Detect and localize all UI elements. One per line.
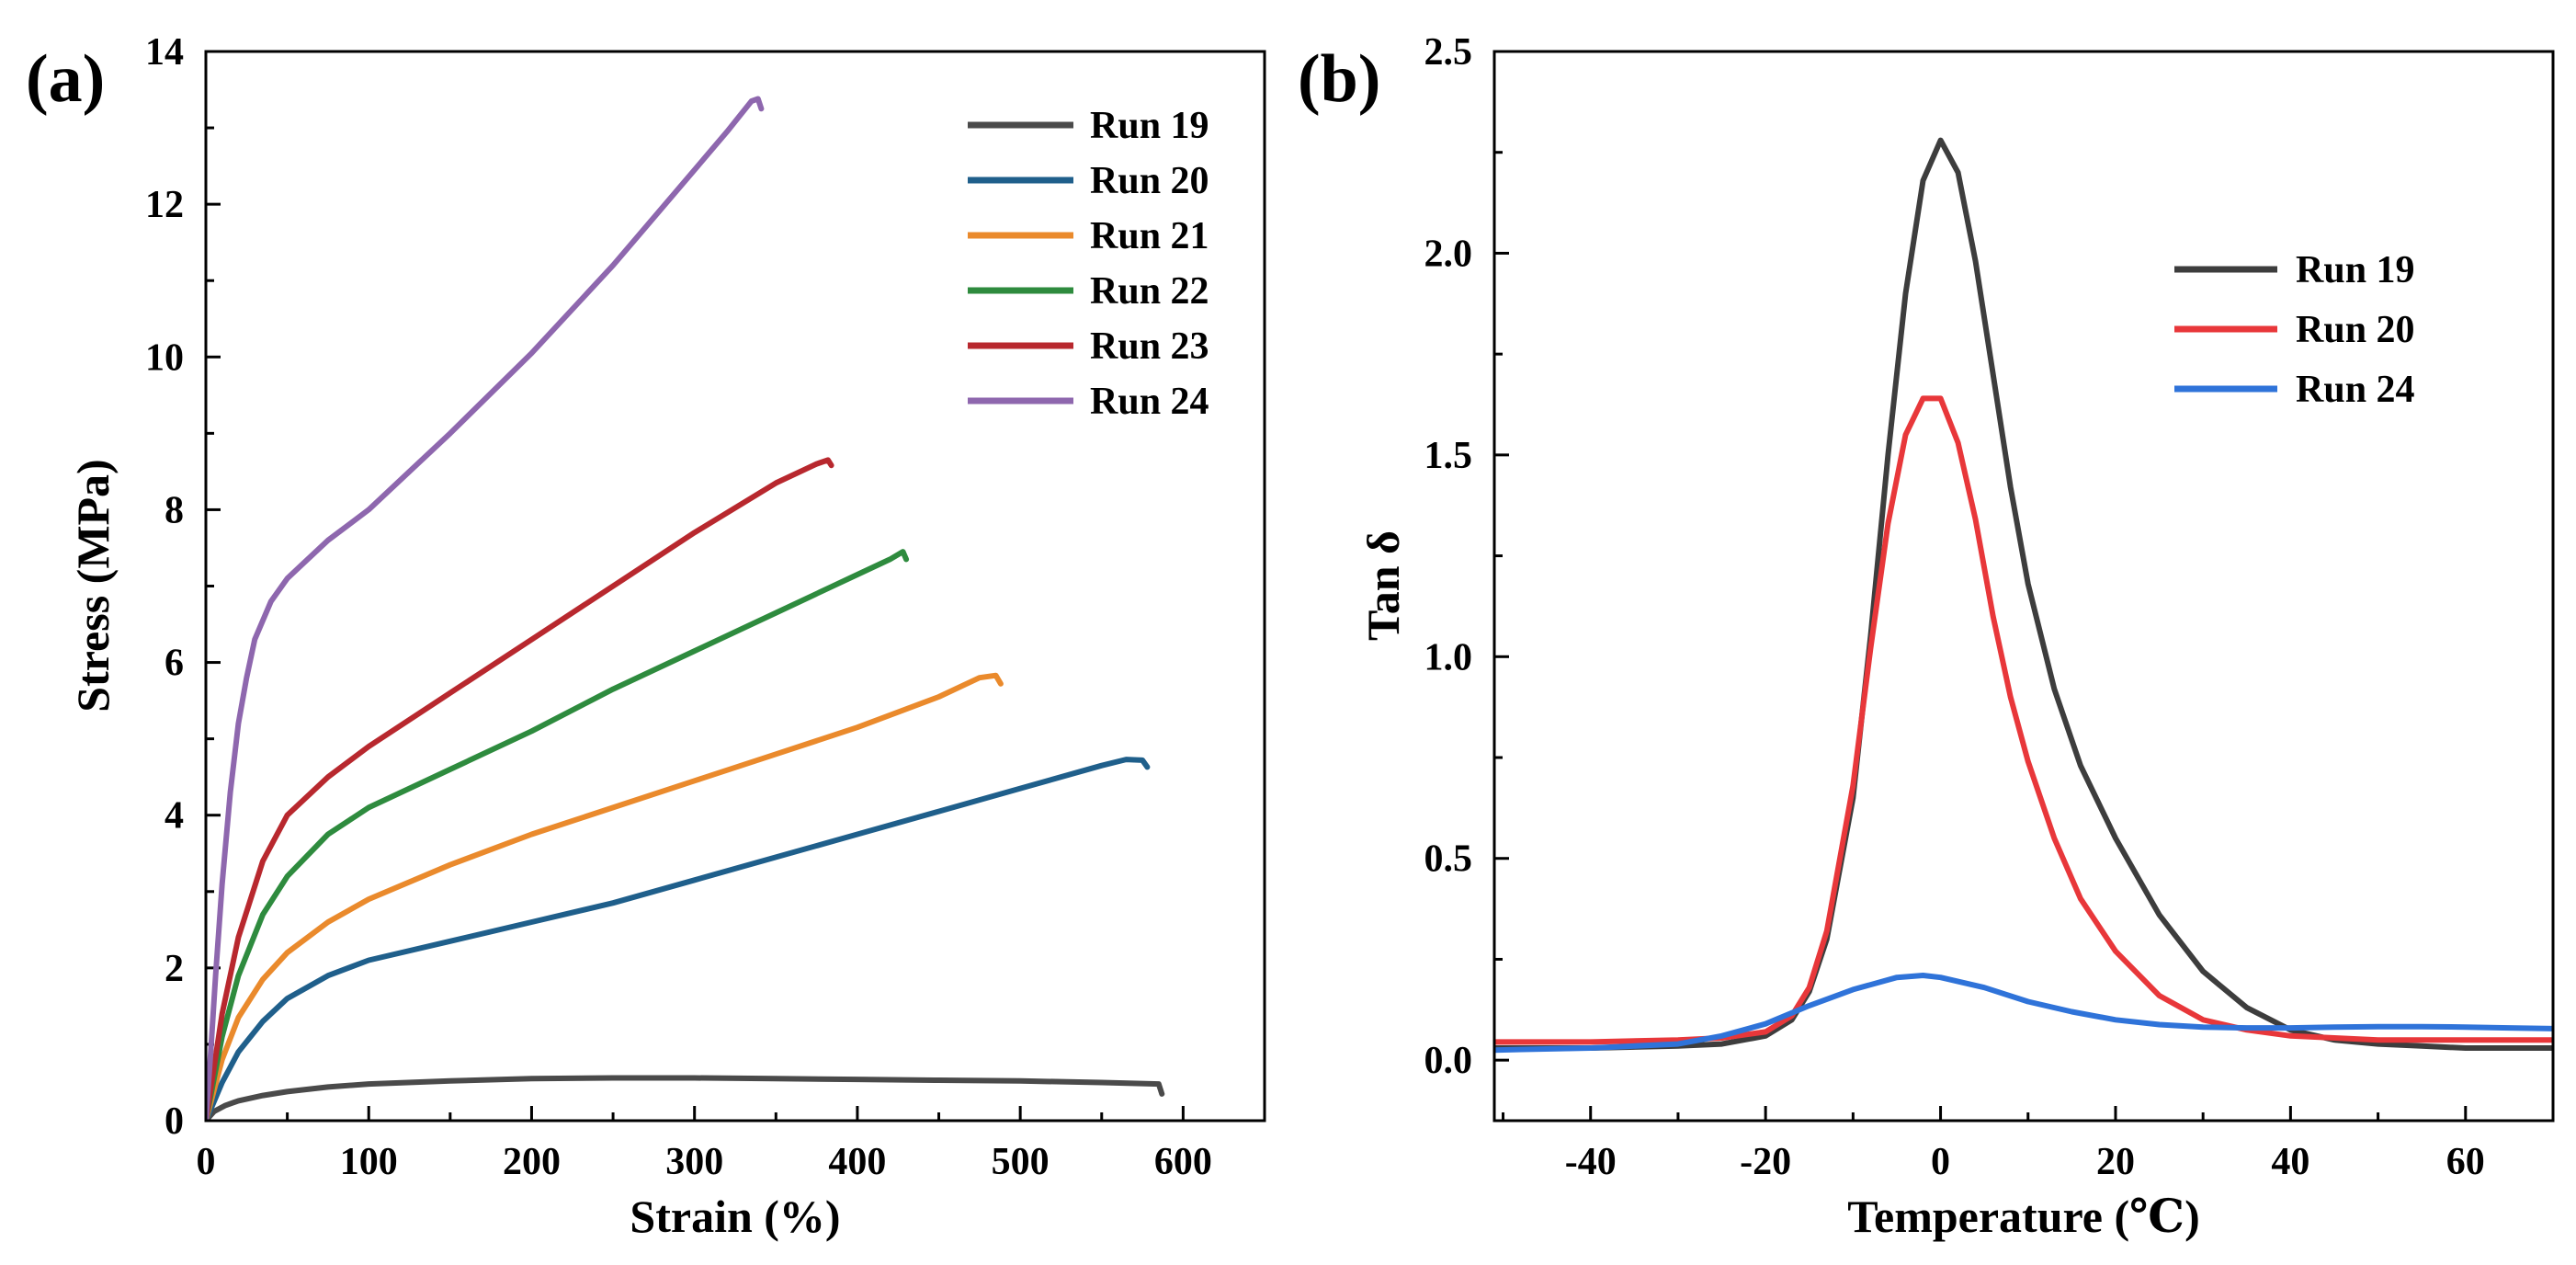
x-tick-label: 100 [340, 1141, 398, 1183]
series-line-run-19 [206, 1075, 1165, 1121]
y-tick-label: 2.5 [1424, 31, 1473, 74]
y-tick-label: 2.0 [1424, 233, 1473, 275]
y-tick-label: 8 [165, 489, 184, 531]
series-line-run-21 [206, 672, 1004, 1121]
x-tick-label: 20 [2096, 1141, 2135, 1183]
x-axis-title: Strain (%) [630, 1191, 840, 1242]
legend-label: Run 19 [1090, 105, 1209, 147]
legend-label: Run 20 [2296, 309, 2415, 351]
series-line-run-20 [206, 757, 1151, 1121]
y-tick-label: 4 [165, 795, 184, 838]
legend-label: Run 21 [1090, 215, 1209, 257]
plot-frame [1492, 50, 2555, 1123]
x-tick-label: 300 [665, 1141, 723, 1183]
legend-label: Run 24 [1090, 381, 1209, 423]
series-line-run-22 [206, 549, 910, 1121]
legend-label: Run 24 [2296, 369, 2415, 411]
legend-label: Run 23 [1090, 325, 1209, 368]
y-tick-label: 2 [165, 948, 184, 990]
legend-label: Run 19 [2296, 249, 2415, 291]
y-axis-title: Tan δ [1357, 530, 1409, 641]
y-tick-label: 12 [145, 184, 184, 226]
panel-label: (b) [1298, 41, 1380, 117]
panel-a: 0 100 200 300 400 500 600 0 2 4 6 8 10 12 14 Run 19 Run … [26, 31, 1266, 1242]
y-axis-title: Stress (MPa) [67, 459, 119, 712]
x-tick-label: 0 [1931, 1141, 1950, 1183]
x-tick-label: 600 [1154, 1141, 1212, 1183]
x-tick-label: 60 [2446, 1141, 2485, 1183]
y-tick-label: 1.0 [1424, 636, 1473, 678]
x-tick-label: 500 [992, 1141, 1050, 1183]
x-tick-label: -20 [1740, 1141, 1791, 1183]
y-tick-label: 0.5 [1424, 838, 1473, 881]
y-tick-label: 14 [145, 31, 184, 74]
legend-label: Run 22 [1090, 270, 1209, 313]
x-tick-label: 0 [197, 1141, 216, 1183]
x-tick-label: -40 [1565, 1141, 1617, 1183]
y-tick-label: 0 [165, 1100, 184, 1143]
x-axis-title: Temperature (℃) [1847, 1191, 2199, 1242]
y-tick-label: 10 [145, 336, 184, 379]
x-tick-label: 200 [503, 1141, 561, 1183]
y-tick-label: 1.5 [1424, 435, 1473, 477]
y-tick-label: 0.0 [1424, 1040, 1473, 1082]
series-line-run-24 [206, 96, 765, 1121]
series-line-run-24 [1494, 973, 2553, 1054]
x-tick-label: 40 [2271, 1141, 2309, 1183]
panel-label: (a) [26, 41, 105, 117]
series-line-run-23 [206, 457, 834, 1121]
series-line-run-20 [1494, 395, 2553, 1045]
panel-b: -40 -20 0 20 40 60 0.0 0.5 1.0 1.5 2.0 2.5 Run 19 Run… [1298, 31, 2555, 1242]
x-tick-label: 400 [828, 1141, 886, 1183]
y-tick-label: 6 [165, 643, 184, 685]
plot-frame [204, 50, 1266, 1123]
legend-label: Run 20 [1090, 160, 1209, 202]
